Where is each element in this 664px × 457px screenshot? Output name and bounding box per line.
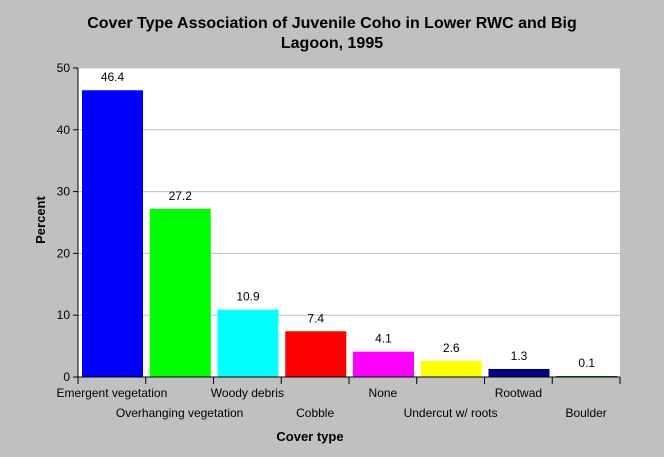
y-tick-label: 40 [57, 123, 71, 137]
bar [217, 309, 279, 377]
bar [420, 360, 482, 377]
data-label: 0.1 [578, 356, 595, 370]
x-category-label: Rootwad [495, 386, 542, 400]
x-category-label: None [369, 386, 398, 400]
y-tick-label: 20 [57, 246, 71, 260]
data-label: 27.2 [169, 189, 193, 203]
y-tick-label: 10 [57, 308, 71, 322]
x-category-label: Cobble [296, 406, 334, 420]
x-category-label: Emergent vegetation [57, 386, 168, 400]
data-label: 7.4 [307, 311, 324, 325]
chart-title-line-1: Cover Type Association of Juvenile Coho … [87, 15, 577, 32]
bar [82, 90, 143, 378]
y-tick-label: 0 [63, 370, 70, 384]
data-label: 4.1 [375, 332, 392, 346]
bar [353, 351, 414, 377]
x-category-label: Overhanging vegetation [116, 406, 243, 420]
chart-title-line-2: Lagoon, 1995 [280, 35, 384, 52]
y-tick-label: 30 [57, 185, 71, 199]
x-category-label: Woody debris [211, 386, 284, 400]
x-category-label: Undercut w/ roots [404, 406, 498, 420]
data-label: 10.9 [236, 290, 260, 304]
bar [488, 368, 550, 377]
data-label: 1.3 [511, 349, 528, 363]
bar [285, 331, 347, 377]
data-label: 46.4 [101, 70, 125, 84]
x-category-label: Boulder [565, 406, 606, 420]
chart-title: Cover Type Association of Juvenile Coho … [0, 14, 664, 54]
x-axis-label: Cover type [276, 429, 344, 444]
y-tick-label: 50 [57, 61, 71, 75]
data-label: 2.6 [443, 341, 460, 355]
bar [149, 208, 211, 377]
